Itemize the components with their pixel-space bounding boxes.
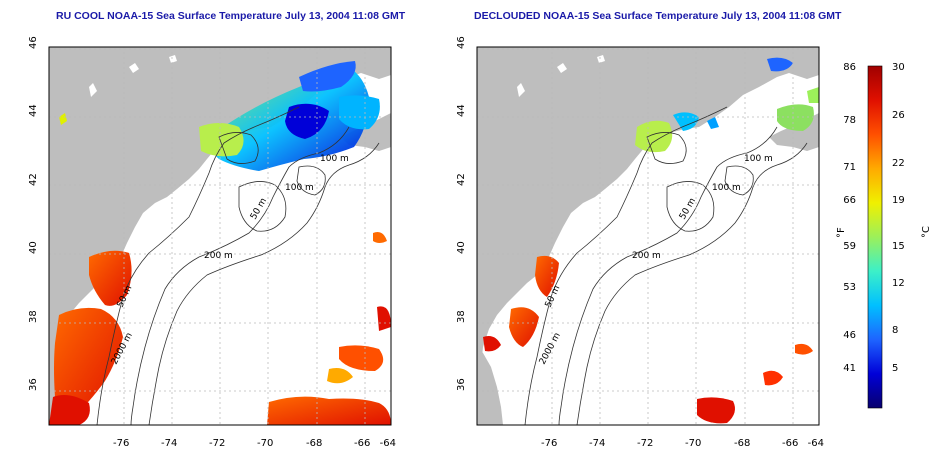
svg-text:8: 8 <box>892 325 898 336</box>
celsius-label: °C <box>921 226 932 238</box>
colorbar-gradient <box>867 65 883 409</box>
svg-text:-68: -68 <box>734 438 750 449</box>
svg-text:38: 38 <box>28 310 39 323</box>
contour-label: 200 m <box>204 251 233 261</box>
svg-text:46: 46 <box>456 36 467 49</box>
svg-text:-76: -76 <box>541 438 557 449</box>
svg-text:38: 38 <box>456 310 467 323</box>
svg-text:44: 44 <box>28 104 39 117</box>
svg-text:-64: -64 <box>380 438 396 449</box>
left-y-axis: 46 44 42 40 38 36 <box>28 36 39 391</box>
svg-text:26: 26 <box>892 110 905 121</box>
svg-text:-74: -74 <box>589 438 605 449</box>
svg-text:40: 40 <box>28 241 39 254</box>
svg-text:-66: -66 <box>782 438 798 449</box>
svg-text:-70: -70 <box>257 438 273 449</box>
contour-label: 100 m <box>285 183 314 193</box>
svg-text:40: 40 <box>456 241 467 254</box>
svg-text:36: 36 <box>28 378 39 391</box>
svg-text:41: 41 <box>843 363 856 374</box>
svg-text:-76: -76 <box>113 438 129 449</box>
contour-label: 100 m <box>320 154 349 164</box>
svg-text:71: 71 <box>843 162 856 173</box>
svg-text:78: 78 <box>843 115 856 126</box>
svg-text:53: 53 <box>843 282 856 293</box>
svg-text:15: 15 <box>892 241 905 252</box>
colorbar-c-ticks: 30 26 22 19 15 12 8 5 <box>892 62 905 374</box>
right-map: 100 m 100 m 50 m 200 m 50 m 2000 m 46 44… <box>456 36 824 449</box>
contour-label: 100 m <box>744 154 773 164</box>
svg-text:-66: -66 <box>354 438 370 449</box>
right-map-title: DECLOUDED NOAA-15 Sea Surface Temperatur… <box>474 10 842 22</box>
colorbar-f-ticks: 86 78 71 66 59 53 46 41 <box>843 62 856 374</box>
left-map: 100 m 100 m 50 m 200 m 50 m 2000 m 46 44… <box>28 36 396 449</box>
svg-text:44: 44 <box>456 104 467 117</box>
svg-text:22: 22 <box>892 158 905 169</box>
svg-text:59: 59 <box>843 241 856 252</box>
right-y-axis: 46 44 42 40 38 36 <box>456 36 467 391</box>
svg-text:-74: -74 <box>161 438 177 449</box>
svg-text:46: 46 <box>843 330 856 341</box>
svg-text:86: 86 <box>843 62 856 73</box>
svg-text:-68: -68 <box>306 438 322 449</box>
left-x-axis: -76 -74 -72 -70 -68 -66 -64 <box>113 438 396 449</box>
right-x-axis: -76 -74 -72 -70 -68 -66 -64 <box>541 438 824 449</box>
warm-water-patch <box>89 250 132 306</box>
colorbar: 86 78 71 66 59 53 46 41 30 26 22 19 15 1… <box>836 62 932 409</box>
contour-label: 100 m <box>712 183 741 193</box>
left-map-title: RU COOL NOAA-15 Sea Surface Temperature … <box>56 10 406 22</box>
svg-text:-70: -70 <box>685 438 701 449</box>
svg-text:46: 46 <box>28 36 39 49</box>
svg-text:19: 19 <box>892 195 905 206</box>
svg-text:42: 42 <box>456 173 467 186</box>
fahrenheit-label: °F <box>836 227 847 238</box>
svg-text:36: 36 <box>456 378 467 391</box>
svg-text:66: 66 <box>843 195 856 206</box>
svg-text:-64: -64 <box>808 438 824 449</box>
svg-text:-72: -72 <box>209 438 225 449</box>
contour-label: 200 m <box>632 251 661 261</box>
warm-water-patch <box>535 255 559 297</box>
cool-water-patch <box>635 120 673 153</box>
svg-text:42: 42 <box>28 173 39 186</box>
svg-text:12: 12 <box>892 278 905 289</box>
svg-text:5: 5 <box>892 363 898 374</box>
svg-text:-72: -72 <box>637 438 653 449</box>
svg-text:30: 30 <box>892 62 905 73</box>
